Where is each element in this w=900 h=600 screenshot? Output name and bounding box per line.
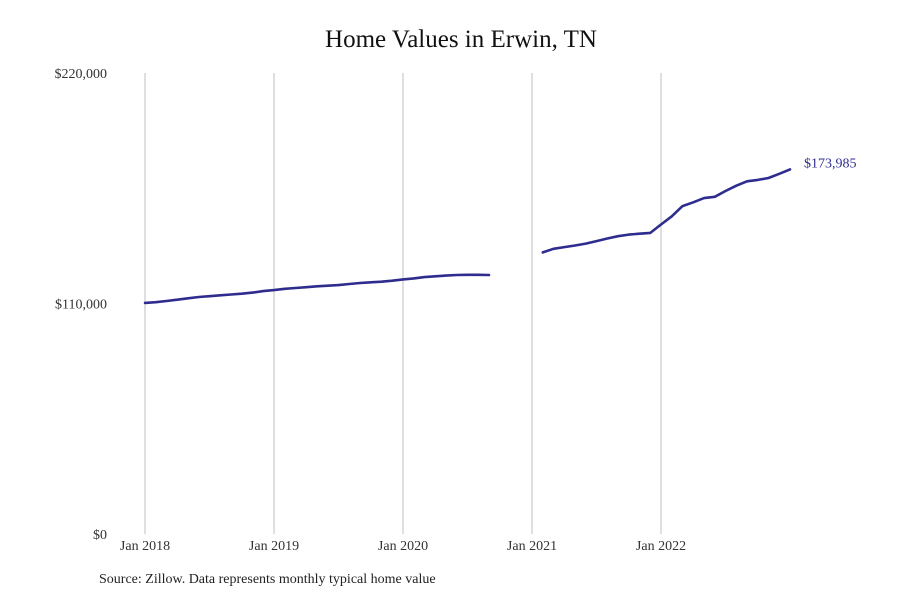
series-line-segment [541,168,792,254]
x-axis-tick-labels: Jan 2018 Jan 2019 Jan 2020 Jan 2021 Jan 2022 [120,539,686,554]
series-line-segment [143,273,491,305]
y-axis-tick-labels: $0 $110,000 $220,000 [55,67,108,543]
gridlines [144,73,662,534]
x-tick-label: Jan 2020 [378,539,428,554]
annotations: $173,985 [804,156,857,171]
y-tick-label: $110,000 [55,298,107,313]
source-note: Source: Zillow. Data represents monthly … [99,572,436,587]
x-tick-label: Jan 2019 [249,539,299,554]
x-tick-label: Jan 2018 [120,539,170,554]
chart-title: Home Values in Erwin, TN [325,26,597,53]
y-tick-label: $220,000 [55,67,108,82]
series-lines [143,168,792,305]
y-tick-label: $0 [93,528,107,543]
x-tick-label: Jan 2021 [507,539,557,554]
end-value-label: $173,985 [804,156,857,171]
x-tick-label: Jan 2022 [636,539,686,554]
